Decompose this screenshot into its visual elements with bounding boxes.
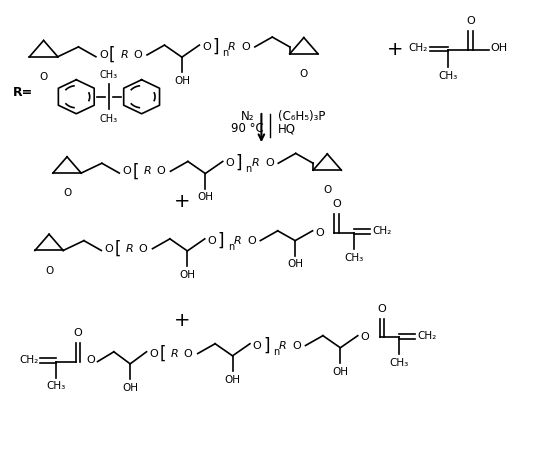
Text: O: O bbox=[45, 265, 53, 275]
Text: O: O bbox=[86, 355, 95, 365]
Text: OH: OH bbox=[287, 260, 303, 270]
Text: O: O bbox=[252, 341, 261, 351]
Text: O: O bbox=[74, 328, 82, 338]
Text: O: O bbox=[156, 166, 165, 176]
Text: O: O bbox=[242, 42, 250, 52]
Text: [: [ bbox=[160, 345, 166, 362]
Text: HQ: HQ bbox=[278, 122, 296, 135]
Text: O: O bbox=[315, 227, 324, 237]
Text: R: R bbox=[126, 244, 134, 254]
Text: R: R bbox=[234, 236, 241, 246]
Text: CH₂: CH₂ bbox=[19, 355, 39, 365]
Text: CH₃: CH₃ bbox=[47, 381, 66, 391]
Text: O: O bbox=[332, 199, 341, 209]
Text: n: n bbox=[246, 164, 252, 174]
Text: O: O bbox=[207, 236, 216, 246]
Text: [: [ bbox=[114, 240, 121, 258]
Text: O: O bbox=[360, 333, 369, 342]
Text: O: O bbox=[104, 244, 113, 254]
Text: +: + bbox=[174, 311, 191, 330]
Text: OH: OH bbox=[197, 193, 213, 202]
Text: OH: OH bbox=[491, 43, 508, 53]
Text: OH: OH bbox=[332, 366, 348, 376]
Text: CH₂: CH₂ bbox=[417, 331, 437, 341]
Text: O: O bbox=[40, 72, 48, 82]
Text: R: R bbox=[228, 42, 236, 52]
Text: CH₃: CH₃ bbox=[344, 253, 364, 263]
Text: O: O bbox=[226, 158, 234, 168]
Text: O: O bbox=[133, 50, 142, 60]
Text: O: O bbox=[293, 341, 301, 351]
Text: CH₃: CH₃ bbox=[100, 70, 118, 80]
Text: n: n bbox=[273, 347, 279, 357]
Text: n: n bbox=[228, 242, 234, 252]
Text: OH: OH bbox=[174, 76, 190, 86]
Text: R: R bbox=[251, 158, 259, 168]
Text: CH₃: CH₃ bbox=[100, 114, 118, 124]
Text: CH₂: CH₂ bbox=[372, 226, 392, 236]
Text: O: O bbox=[300, 69, 308, 79]
Text: O: O bbox=[247, 236, 256, 246]
Text: R: R bbox=[171, 348, 179, 359]
Text: O: O bbox=[377, 304, 386, 314]
Text: CH₂: CH₂ bbox=[408, 43, 427, 53]
Text: ]: ] bbox=[212, 38, 219, 56]
Text: [: [ bbox=[133, 162, 139, 180]
Text: CH₃: CH₃ bbox=[389, 357, 409, 367]
Text: R: R bbox=[144, 166, 151, 176]
Text: O: O bbox=[323, 185, 332, 195]
Text: n: n bbox=[222, 48, 228, 58]
Text: [: [ bbox=[109, 46, 116, 64]
Text: ]: ] bbox=[263, 337, 270, 355]
Text: 90 °C: 90 °C bbox=[232, 122, 264, 135]
Text: O: O bbox=[184, 348, 192, 359]
Text: O: O bbox=[149, 348, 158, 359]
Text: R: R bbox=[279, 341, 287, 351]
Text: OH: OH bbox=[122, 383, 138, 393]
Text: O: O bbox=[466, 16, 475, 26]
Text: ]: ] bbox=[218, 231, 224, 250]
Text: ]: ] bbox=[236, 154, 243, 172]
Text: O: O bbox=[138, 244, 147, 254]
Text: +: + bbox=[174, 193, 191, 212]
Text: O: O bbox=[63, 188, 71, 198]
Text: N₂: N₂ bbox=[241, 111, 255, 123]
Text: O: O bbox=[99, 50, 108, 60]
Text: O: O bbox=[265, 158, 274, 168]
Text: O: O bbox=[202, 42, 211, 52]
Text: R=: R= bbox=[13, 86, 33, 99]
Text: O: O bbox=[123, 166, 131, 176]
Text: +: + bbox=[387, 40, 403, 59]
Text: OH: OH bbox=[224, 375, 240, 385]
Text: CH₃: CH₃ bbox=[438, 71, 457, 81]
Text: OH: OH bbox=[179, 270, 195, 280]
Text: (C₆H₅)₃P: (C₆H₅)₃P bbox=[278, 111, 325, 123]
Text: R: R bbox=[120, 50, 128, 60]
